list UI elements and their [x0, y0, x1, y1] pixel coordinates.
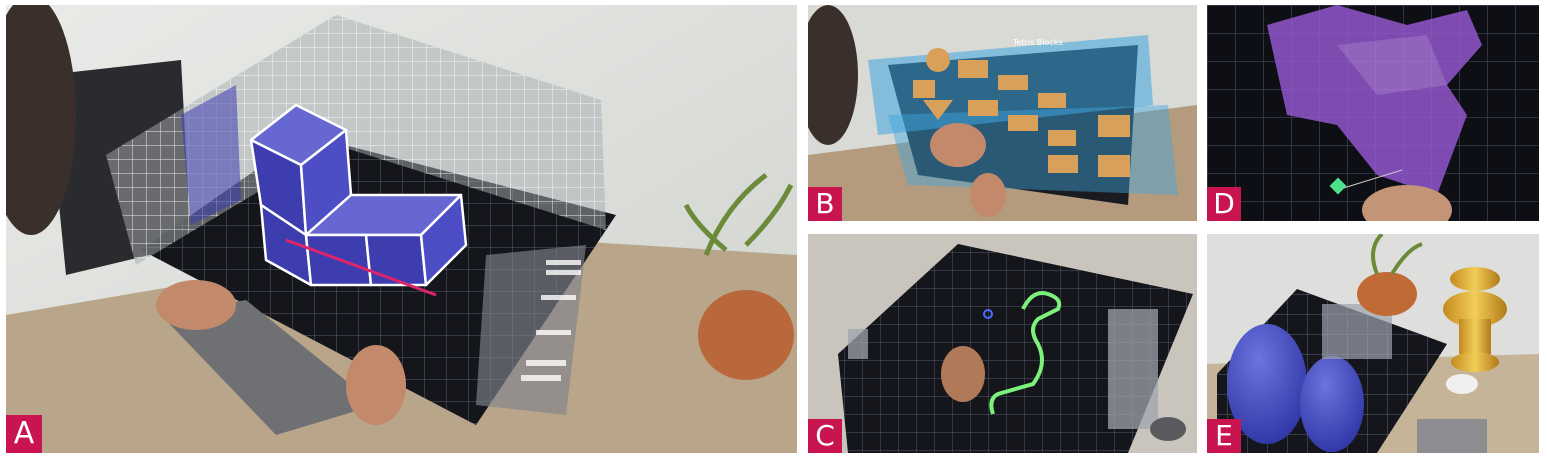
ghost-block	[1267, 5, 1482, 195]
panel-d-scene	[1207, 5, 1539, 221]
tetris-block	[249, 103, 468, 287]
panel-d-photo: D	[1207, 5, 1539, 221]
projection-shadow	[181, 85, 241, 225]
panel-label-d: D	[1207, 187, 1241, 221]
drawn-curve	[989, 291, 1062, 415]
panel-b-photo: Tetris Blocks B	[808, 5, 1197, 221]
sculpted-shape	[1227, 324, 1307, 444]
panel-label-a: A	[6, 415, 42, 453]
panel-a-scene	[6, 5, 797, 453]
panel-b-scene: Tetris Blocks	[808, 5, 1197, 221]
golden-vase	[1443, 267, 1507, 372]
panel-e-photo: E	[1207, 234, 1539, 453]
panel-c-scene	[808, 234, 1197, 453]
panel-e-scene	[1207, 234, 1539, 453]
floating-menu	[476, 245, 586, 415]
tool-menu	[1108, 309, 1158, 429]
panel-a-photo: A	[6, 5, 797, 453]
menu-title: Tetris Blocks	[1012, 38, 1063, 47]
panel-label-e: E	[1207, 419, 1241, 453]
panel-label-c: C	[808, 419, 842, 453]
panel-label-b: B	[808, 187, 842, 221]
panel-c-photo: C	[808, 234, 1197, 453]
